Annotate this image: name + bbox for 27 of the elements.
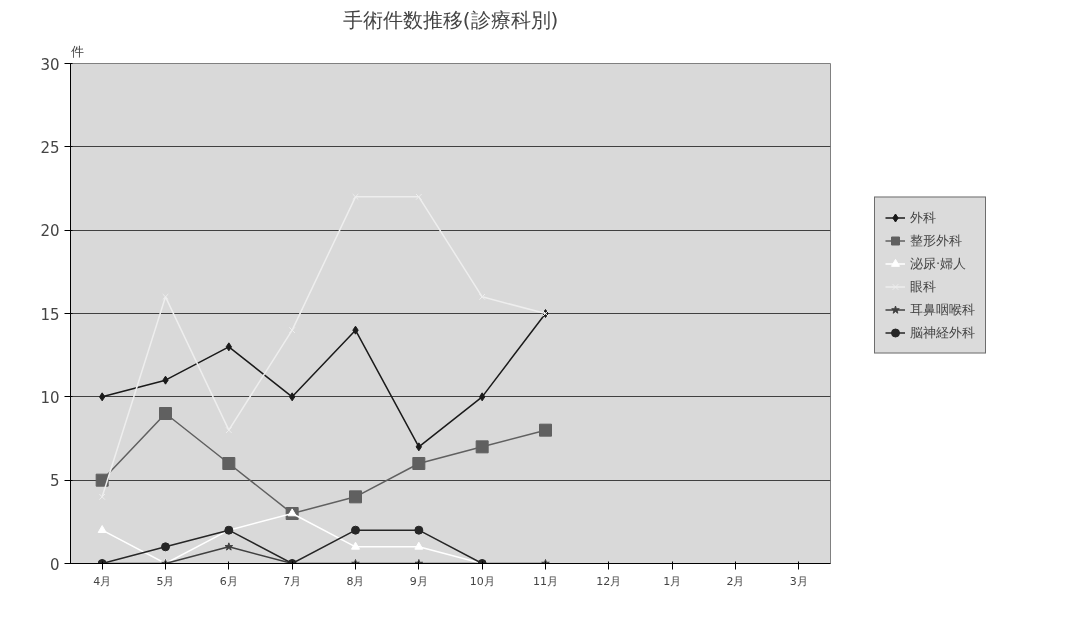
legend-label: 脳神経外科 <box>910 323 975 342</box>
x-tick-label: 12月 <box>596 574 622 588</box>
legend-label: 泌尿·婦人 <box>910 254 967 273</box>
y-tick-label: 10 <box>40 388 60 407</box>
x-tick-label: 9月 <box>409 574 428 588</box>
legend-label: 整形外科 <box>910 231 962 250</box>
y-tick-label: 15 <box>40 305 60 324</box>
x-tick-label: 5月 <box>156 574 175 588</box>
legend-label: 外科 <box>910 208 936 227</box>
x-tick-label: 7月 <box>283 574 302 588</box>
x-tick-label: 10月 <box>469 574 495 588</box>
x-tick-label: 6月 <box>219 574 238 588</box>
y-tick-label: 30 <box>40 55 60 74</box>
legend-label: 耳鼻咽喉科 <box>910 300 975 319</box>
y-tick-label: 5 <box>49 472 60 491</box>
x-tick-label: 3月 <box>789 574 808 588</box>
x-tick-label: 2月 <box>726 574 745 588</box>
x-tick-label: 8月 <box>346 574 365 588</box>
chart-title: 手術件数推移(診療科別) <box>342 7 559 32</box>
x-tick-label: 4月 <box>93 574 112 588</box>
y-tick-label: 0 <box>49 555 60 574</box>
y-axis-title: 件 <box>70 43 84 59</box>
y-tick-label: 25 <box>40 138 60 157</box>
x-tick-label: 1月 <box>663 574 682 588</box>
legend-label: 眼科 <box>910 277 936 296</box>
y-tick-label: 20 <box>40 222 60 241</box>
x-tick-label: 11月 <box>533 574 558 588</box>
